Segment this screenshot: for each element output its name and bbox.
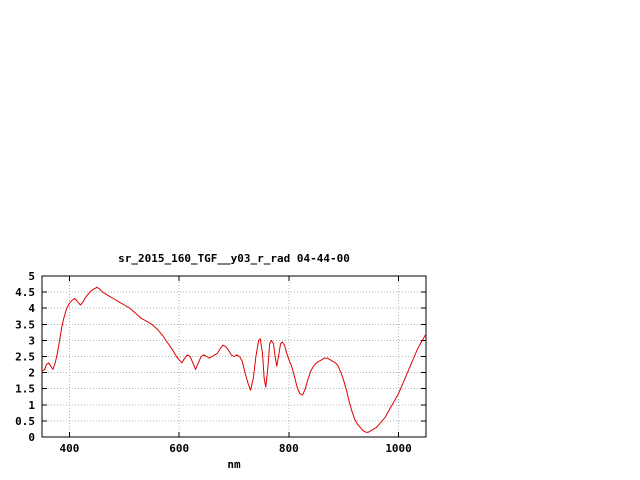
y-tick-label: 3	[28, 334, 35, 347]
y-tick-label: 5	[28, 270, 35, 283]
grid	[42, 275, 426, 438]
spectral-line	[41, 286, 427, 433]
y-tick-label: 0	[28, 431, 35, 444]
y-tick-label: 2.5	[15, 351, 35, 364]
y-tick-label: 3.5	[15, 318, 35, 331]
y-tick-label: 1.5	[15, 383, 35, 396]
x-tick-label: 1000	[385, 442, 412, 455]
x-tick-label: 800	[279, 442, 299, 455]
y-tick-label: 4.5	[15, 286, 35, 299]
y-tick-label: 2	[28, 367, 35, 380]
chart-title: sr_2015_160_TGF__y03_r_rad 04-44-00	[118, 252, 350, 265]
x-tick-label: 600	[169, 442, 189, 455]
x-tick-label: 400	[59, 442, 79, 455]
y-tick-label: 1	[28, 399, 35, 412]
x-axis-title: nm	[227, 458, 241, 471]
y-tick-label: 4	[28, 302, 35, 315]
y-tick-label: 0.5	[15, 415, 35, 428]
ticks	[42, 275, 426, 438]
axis-labels: 0 0.5 1 1.5 2 2.5 3 3.5 4 4.5 5 400 600 800 1000	[15, 270, 412, 455]
